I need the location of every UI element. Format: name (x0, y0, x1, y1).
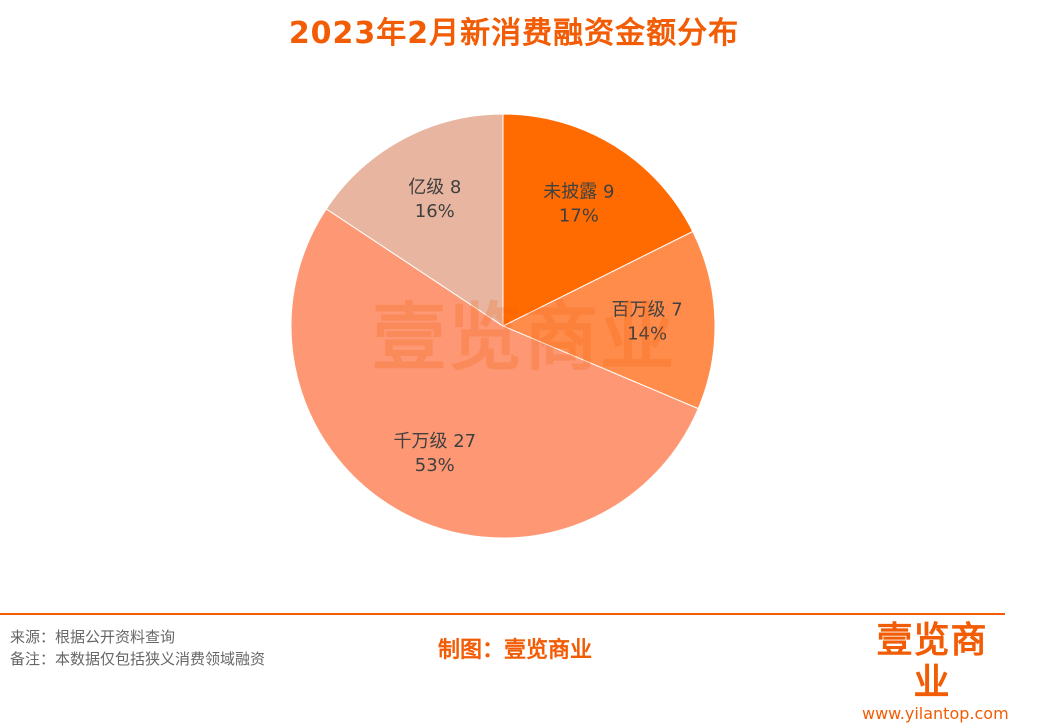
slice-label-3: 亿级 8 16% (408, 177, 461, 222)
pie-slice-2[interactable] (290, 208, 699, 539)
pie-slice-0[interactable] (502, 113, 694, 327)
pie-slice-1[interactable] (501, 230, 716, 410)
footer-divider (0, 613, 1005, 615)
watermark: 壹览商业 (372, 295, 676, 381)
chart-title: 2023年2月新消费融资金额分布 (288, 16, 740, 51)
logo-text: 壹览商业 (876, 620, 988, 703)
pie-chart: 未披露 9 17% 百万级 7 14% 千万级 27 53% 亿级 8 16% (290, 113, 716, 539)
pie-slice-3[interactable] (325, 113, 504, 327)
slice-label-0: 未披露 9 17% (543, 181, 614, 226)
pie-slices (290, 113, 716, 539)
brand-logo[interactable]: 壹览商业 www.yilantop.com (862, 620, 1009, 724)
footer-notes: 来源：根据公开资料查询 备注：本数据仅包括狭义消费领域融资 (10, 626, 265, 670)
logo-url[interactable]: www.yilantop.com (862, 704, 1009, 723)
note-text: 备注：本数据仅包括狭义消费领域融资 (10, 650, 266, 668)
chart-credit: 制图：壹览商业 (438, 638, 593, 663)
pie-labels: 未披露 9 17% 百万级 7 14% 千万级 27 53% 亿级 8 16% (393, 177, 682, 476)
slice-label-1: 百万级 7 14% (611, 300, 682, 345)
source-text: 来源：根据公开资料查询 (10, 628, 176, 646)
slice-label-2: 千万级 27 53% (393, 431, 476, 476)
